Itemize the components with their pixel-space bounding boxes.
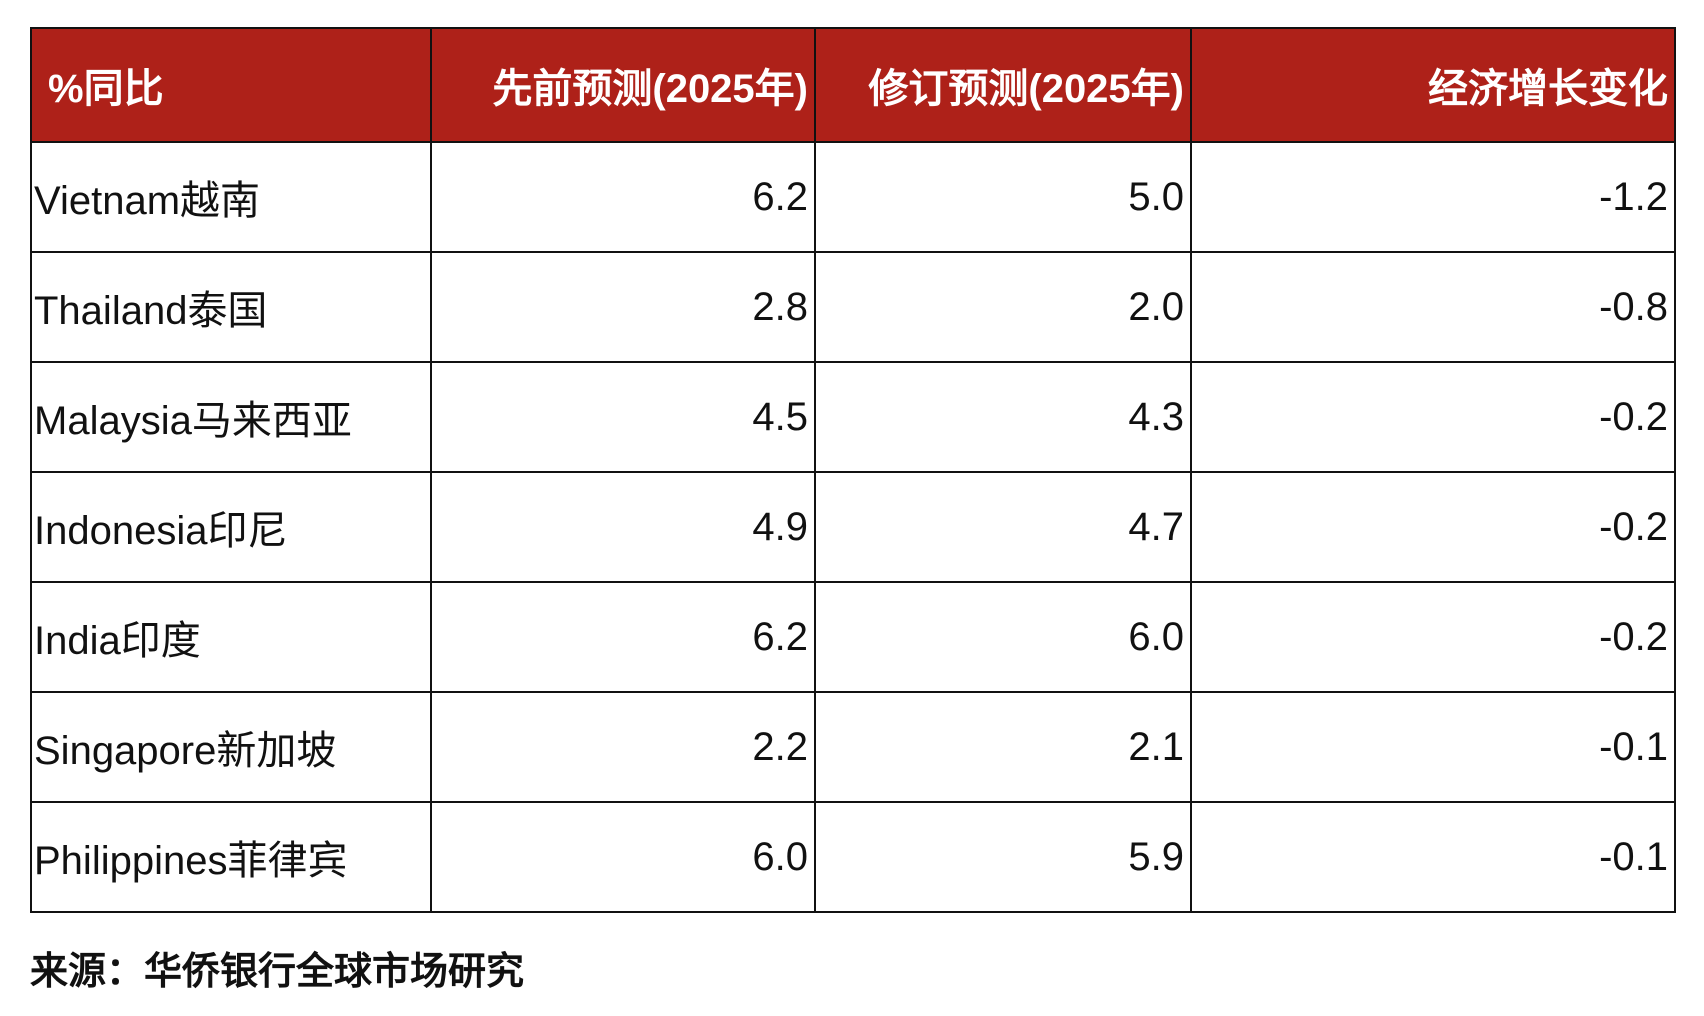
header-cell-revised-forecast: 修订预测(2025年) <box>814 27 1192 143</box>
header-cell-growth-change: 经济增长变化 <box>1190 27 1676 143</box>
header-cell-unit: %同比 <box>30 27 432 143</box>
growth-change-cell: -1.2 <box>1190 141 1676 253</box>
header-cell-previous-forecast: 先前预测(2025年) <box>430 27 816 143</box>
source-note: 来源：华侨银行全球市场研究 <box>30 951 525 993</box>
growth-change-cell: -0.2 <box>1190 361 1676 473</box>
country-cell: Malaysia马来西亚 <box>30 361 432 473</box>
previous-forecast-cell: 6.0 <box>430 801 816 913</box>
forecast-table: %同比 先前预测(2025年) 修订预测(2025年) 经济增长变化 Vietn… <box>30 27 1676 913</box>
previous-forecast-cell: 4.9 <box>430 471 816 583</box>
previous-forecast-cell: 6.2 <box>430 141 816 253</box>
table-row: Vietnam越南 6.2 5.0 -1.2 <box>30 141 1676 253</box>
country-cell: Singapore新加坡 <box>30 691 432 803</box>
previous-forecast-cell: 6.2 <box>430 581 816 693</box>
country-cell: Thailand泰国 <box>30 251 432 363</box>
previous-forecast-cell: 2.2 <box>430 691 816 803</box>
header-row: %同比 先前预测(2025年) 修订预测(2025年) 经济增长变化 <box>30 27 1676 143</box>
revised-forecast-cell: 4.7 <box>814 471 1192 583</box>
table-row: Malaysia马来西亚 4.5 4.3 -0.2 <box>30 361 1676 473</box>
growth-change-cell: -0.2 <box>1190 581 1676 693</box>
revised-forecast-cell: 4.3 <box>814 361 1192 473</box>
revised-forecast-cell: 5.0 <box>814 141 1192 253</box>
previous-forecast-cell: 4.5 <box>430 361 816 473</box>
country-cell: Philippines菲律宾 <box>30 801 432 913</box>
table-row: Philippines菲律宾 6.0 5.9 -0.1 <box>30 801 1676 913</box>
growth-change-cell: -0.8 <box>1190 251 1676 363</box>
country-cell: Vietnam越南 <box>30 141 432 253</box>
revised-forecast-cell: 5.9 <box>814 801 1192 913</box>
growth-change-cell: -0.1 <box>1190 691 1676 803</box>
previous-forecast-cell: 2.8 <box>430 251 816 363</box>
revised-forecast-cell: 2.1 <box>814 691 1192 803</box>
revised-forecast-cell: 6.0 <box>814 581 1192 693</box>
country-cell: India印度 <box>30 581 432 693</box>
table-row: Singapore新加坡 2.2 2.1 -0.1 <box>30 691 1676 803</box>
growth-change-cell: -0.2 <box>1190 471 1676 583</box>
country-cell: Indonesia印尼 <box>30 471 432 583</box>
table-row: India印度 6.2 6.0 -0.2 <box>30 581 1676 693</box>
table-row: Thailand泰国 2.8 2.0 -0.8 <box>30 251 1676 363</box>
growth-change-cell: -0.1 <box>1190 801 1676 913</box>
revised-forecast-cell: 2.0 <box>814 251 1192 363</box>
table-row: Indonesia印尼 4.9 4.7 -0.2 <box>30 471 1676 583</box>
